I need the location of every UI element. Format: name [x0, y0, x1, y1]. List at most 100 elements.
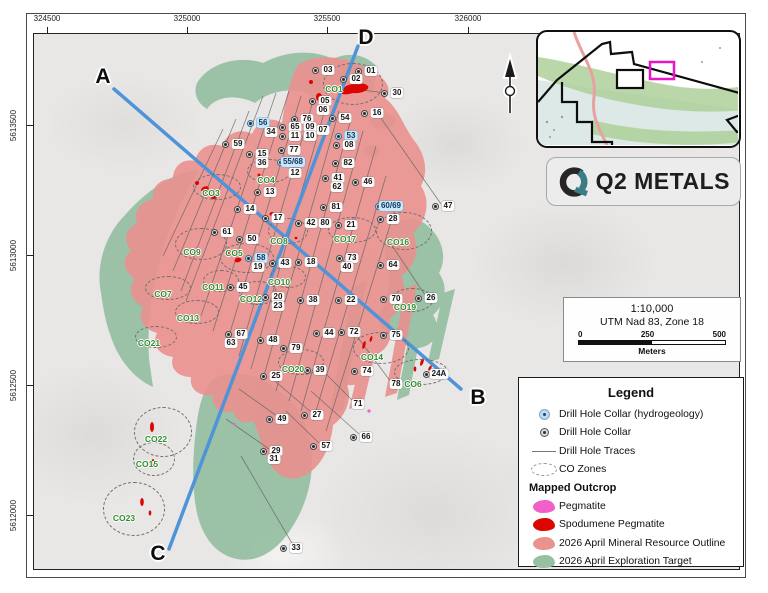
legend-item-label: CO Zones [559, 464, 607, 476]
drill-hole-label: 54 [338, 113, 352, 123]
drill-hole-label: 06 [316, 105, 330, 115]
drill-hole-collar [351, 178, 359, 186]
pegmatite-icon [529, 499, 559, 513]
legend-subheader: Mapped Outcrop [529, 482, 617, 494]
drill-hole-label: 34 [264, 127, 278, 137]
drill-hole-label: 49 [275, 414, 289, 424]
co-zone-label: CO14 [360, 352, 384, 362]
section-letter-c: C [150, 542, 166, 565]
legend-title: Legend [607, 385, 655, 400]
co-zone-ellipse [193, 174, 241, 200]
co-zone-label: CO9 [183, 247, 201, 257]
drill-hole-label: 76 [300, 114, 314, 124]
y-tick-mark [27, 385, 33, 386]
drill-hole-collar [337, 328, 345, 336]
drill-hole-label: 22 [344, 295, 358, 305]
x-tick-mark [47, 27, 48, 33]
north-arrow-icon [502, 51, 518, 113]
legend-item-collar: Drill Hole Collar [529, 424, 733, 443]
drill-hole-label: 77 [287, 145, 301, 155]
q2-metals-logo-icon [559, 166, 588, 197]
drill-hole-label: 14 [243, 204, 257, 214]
drill-hole-label: 13 [263, 187, 277, 197]
legend-item-pegmatite: Pegmatite [529, 497, 733, 516]
drill-hole-label: 58 [254, 253, 268, 263]
drill-hole-label: 75 [389, 330, 403, 340]
drill-hole-collar [278, 132, 286, 140]
y-coordinate-label: 5613000 [2, 232, 26, 278]
legend-item-label: Spodumene Pegmatite [559, 519, 665, 531]
collar-glyph [539, 428, 549, 438]
drill-hole-collar [321, 174, 329, 182]
drill-hole-label: 46 [361, 177, 375, 187]
scale-tick: 250 [640, 330, 655, 339]
drill-hole-label: 07 [316, 125, 330, 135]
scale-tick: 500 [712, 330, 726, 339]
legend-item-label: Drill Hole Traces [559, 445, 636, 457]
drill-hole-collar [328, 114, 336, 122]
drill-hole-collar [221, 140, 229, 148]
drill-hole-label: 62 [330, 182, 344, 192]
drill-hole-label: 78 [389, 379, 403, 389]
drill-hole-label: 03 [321, 65, 335, 75]
legend-item-label: 2026 April Exploration Target [559, 556, 692, 568]
drill-hole-collar [265, 415, 273, 423]
drill-hole-label: 38 [306, 295, 320, 305]
drill-hole-label: 25 [269, 371, 283, 381]
drill-hole-label: 64 [386, 260, 400, 270]
legend-item-trace-line: Drill Hole Traces [529, 442, 733, 461]
drill-hole-collar [376, 215, 384, 223]
drill-hole-collar [261, 293, 269, 301]
co-zone-ellipse [134, 407, 192, 457]
drill-hole-collar [294, 258, 302, 266]
co-zone-icon [529, 463, 559, 477]
drill-hole-collar [253, 188, 261, 196]
legend-item-co-zone: CO Zones [529, 461, 733, 480]
section-letter-a: A [95, 65, 111, 88]
drill-hole-collar [360, 109, 368, 117]
drill-hole-label: 21 [344, 220, 358, 230]
drill-hole-collar [311, 66, 319, 74]
co-zone-ellipse [145, 276, 191, 300]
drill-hole-label: 12 [288, 168, 302, 178]
drill-hole-collar [259, 447, 267, 455]
drill-hole-label: 19 [251, 262, 265, 272]
drill-hole-collar [422, 370, 430, 378]
co-zone-label: CO23 [112, 513, 136, 523]
x-coordinate-label: 324500 [33, 14, 61, 23]
drill-hole-collar [245, 150, 253, 158]
drill-hole-label: 81 [329, 202, 343, 212]
drill-hole-label: 60/69 [378, 201, 404, 211]
co-zone-label: CO3 [202, 188, 220, 198]
section-letter-d: D [358, 26, 374, 49]
spodumene-pegmatite-glyph [533, 518, 555, 532]
x-coordinate-label: 326000 [454, 14, 482, 23]
drill-hole-label: 01 [364, 66, 378, 76]
co-zone-glyph [531, 463, 557, 477]
scale-bar [578, 340, 726, 345]
drill-hole-collar-hydrogeology [334, 132, 342, 140]
scale-units: Meters [638, 346, 666, 356]
drill-hole-collar [334, 296, 342, 304]
drill-hole-collar [259, 372, 267, 380]
y-coordinate-text: 5613500 [9, 109, 19, 141]
drill-hole-collar [235, 235, 243, 243]
drill-hole-collar [319, 203, 327, 211]
co-zone-label: CO8 [270, 236, 288, 246]
scale-box: 1:10,000 UTM Nad 83, Zone 18 0 250 500 Met… [563, 297, 741, 362]
drill-hole-label: 08 [342, 140, 356, 150]
y-coordinate-text: 5612000 [9, 499, 19, 531]
drill-hole-collar [296, 296, 304, 304]
drill-hole-collar [332, 141, 340, 149]
drill-hole-label: 29 [269, 446, 283, 456]
co-zone-label: CO1 [325, 84, 343, 94]
spodumene-pegmatite-icon [529, 518, 559, 532]
drill-hole-collar [380, 89, 388, 97]
x-tick-mark [468, 27, 469, 33]
pegmatite-glyph [533, 499, 555, 513]
drill-hole-label: 18 [304, 257, 318, 267]
resource-outline-glyph [533, 536, 555, 550]
drill-hole-collar [339, 75, 347, 83]
drill-hole-label: 27 [310, 410, 324, 420]
